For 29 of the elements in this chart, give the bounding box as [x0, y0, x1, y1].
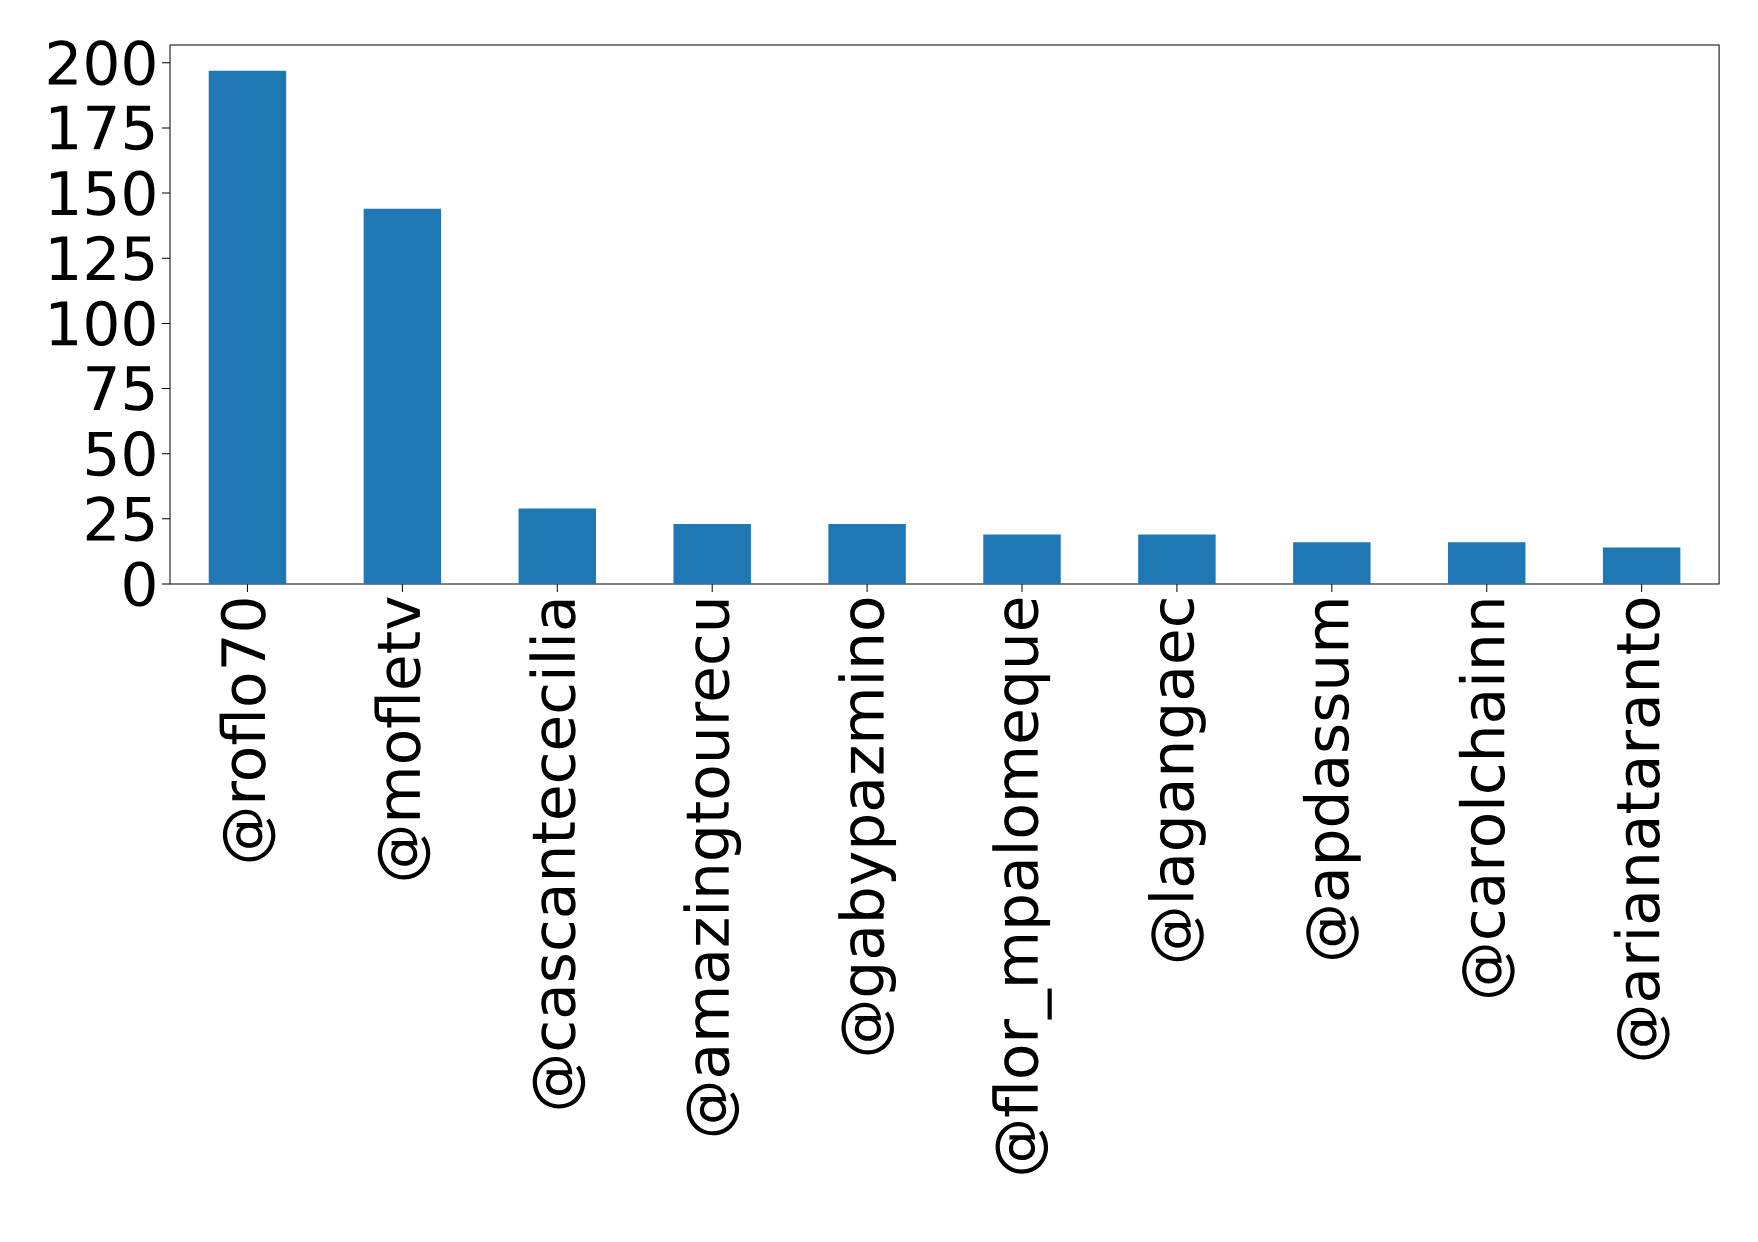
- y-tick-label: 200: [48, 40, 155, 86]
- y-tick-label: 125: [50, 235, 154, 281]
- y-tick-label: 100: [50, 300, 155, 347]
- x-tick-label: @amazingtourecu: [683, 600, 742, 1136]
- bar: [1602, 547, 1681, 584]
- bar: [673, 524, 751, 584]
- x-tick-label: @flor_mpalomeque: [992, 598, 1052, 1174]
- x-tick-label: @gabypazmino: [838, 598, 897, 1055]
- y-tick-label: 150: [50, 170, 155, 216]
- bar: [518, 508, 597, 584]
- x-tick-label: @lagangaec: [1147, 599, 1206, 962]
- y-tick-label: 0: [124, 561, 155, 607]
- bar: [1138, 534, 1216, 584]
- bar: [1293, 542, 1371, 584]
- bar: [1448, 542, 1526, 584]
- y-tick-label: 175: [50, 105, 154, 151]
- bar: [983, 534, 1061, 584]
- x-tick-label: @carolchainn: [1458, 600, 1515, 998]
- x-tick-label: @roflo70: [219, 599, 276, 862]
- y-tick-label: 25: [86, 496, 154, 542]
- bar: [208, 70, 287, 584]
- x-tick-label: @mofletv: [374, 597, 431, 880]
- bar: [363, 208, 442, 584]
- y-tick-label: 75: [87, 366, 154, 411]
- x-tick-label: @arianataranto: [1613, 598, 1670, 1060]
- y-tick-label: 50: [87, 431, 155, 477]
- x-tick-label: @cascantececilia: [529, 600, 586, 1109]
- bar: [828, 524, 906, 584]
- x-tick-label: @apdassum: [1302, 600, 1361, 959]
